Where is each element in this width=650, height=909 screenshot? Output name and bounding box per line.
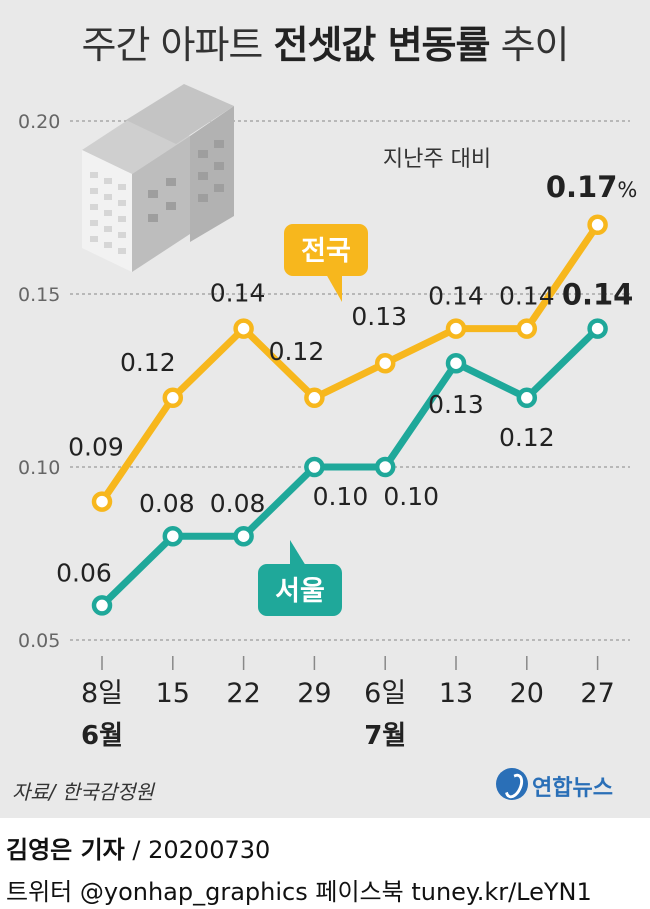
data-point [233, 318, 254, 339]
data-point [91, 595, 113, 616]
grid-lines: 0.05 0.10 0.15 0.20 [18, 111, 630, 652]
x-tick-label: 15 [156, 678, 190, 709]
month-label: 6월 [81, 721, 123, 751]
title-end: 추이 [500, 23, 570, 67]
x-tick-label: 22 [226, 678, 260, 709]
data-point [516, 318, 538, 339]
x-tick-label: 6일 [364, 678, 406, 709]
y-tick-label: 0.10 [18, 457, 60, 479]
data-point [587, 318, 608, 339]
callout-nation-box [284, 224, 368, 276]
callout-seoul-box [258, 564, 342, 616]
data-label: 0.13 [351, 302, 407, 331]
callout-nation-pointer [326, 274, 342, 302]
line-chart: 0.050.100.150.20 지난주 대비 0.090.120.140.12… [18, 84, 637, 751]
x-tick-label: 27 [580, 678, 614, 709]
data-label: 0.14 [210, 279, 266, 308]
data-point [304, 387, 325, 409]
series-line-0 [99, 222, 601, 504]
data-label: 0.14 [428, 282, 484, 311]
data-point [516, 387, 538, 409]
social-links: 트위터 @yonhap_graphics 페이스북 tuney.kr/LeYN1 [6, 878, 592, 906]
x-tick-label: 20 [510, 678, 544, 709]
data-point [587, 214, 608, 236]
x-tick-label: 13 [439, 678, 473, 709]
month-label: 7월 [364, 721, 406, 751]
unit-label: % [617, 178, 637, 202]
yonhap-logo: 연합뉴스 [496, 762, 636, 802]
data-label: 0.17% [546, 170, 638, 204]
data-labels: 0.090.120.140.120.130.14 0.140.17%0.060.0… [56, 170, 637, 588]
data-label: 0.14 [562, 278, 634, 312]
x-axis: 8일 15 22 29 6일 13 20 27 6월 7월 [81, 656, 615, 751]
data-label: 0.12 [499, 423, 555, 452]
data-point [374, 352, 396, 374]
data-label: 0.14 [499, 282, 555, 311]
data-point [162, 525, 184, 547]
data-point [445, 318, 467, 339]
data-point [445, 352, 467, 374]
callout-seoul-label: 서울 [275, 576, 325, 607]
callout-nation-label: 전국 [301, 236, 351, 267]
credit-line: 김영은 기자 / 20200730 [6, 830, 270, 865]
y-tick-label: 0.05 [18, 630, 60, 652]
data-label: 0.12 [120, 348, 176, 377]
data-point [162, 387, 184, 409]
y-tick-label: 0.20 [18, 111, 60, 133]
data-label: 0.10 [383, 482, 439, 511]
data-label: 0.08 [139, 489, 195, 518]
apartment-building-icon [82, 84, 234, 272]
x-tick-label: 29 [297, 678, 331, 709]
data-label: 0.12 [269, 337, 325, 366]
data-label: 0.08 [210, 489, 266, 518]
data-point [233, 525, 254, 547]
callout-nation: 전국 [284, 224, 368, 302]
data-point [304, 456, 325, 478]
page-title: 주간 아파트 전셋값 변동률 추이 [0, 14, 650, 69]
data-label: 0.09 [68, 433, 124, 462]
data-label: 0.06 [56, 558, 112, 587]
data-markers [91, 214, 608, 616]
y-tick-label: 0.15 [18, 284, 60, 306]
data-label: 0.13 [428, 390, 484, 419]
callout-seoul-pointer [290, 540, 306, 566]
callout-seoul: 서울 [258, 540, 342, 616]
data-label: 0.10 [313, 482, 369, 511]
x-tick-label: 8일 [81, 678, 123, 709]
series-line-1 [99, 326, 601, 608]
publish-date: / 20200730 [132, 836, 271, 864]
title-bold: 전셋값 변동률 [273, 23, 490, 67]
yonhap-logo-text: 연합뉴스 [532, 776, 613, 801]
data-point [91, 491, 113, 512]
series-lines [99, 222, 601, 608]
yonhap-logo-icon [496, 768, 528, 800]
source-note: 자료/ 한국감정원 [12, 780, 154, 804]
title-normal: 주간 아파트 [81, 23, 264, 67]
data-point [374, 456, 396, 478]
subtitle: 지난주 대비 [383, 147, 491, 172]
reporter-name: 김영은 기자 [6, 836, 125, 864]
